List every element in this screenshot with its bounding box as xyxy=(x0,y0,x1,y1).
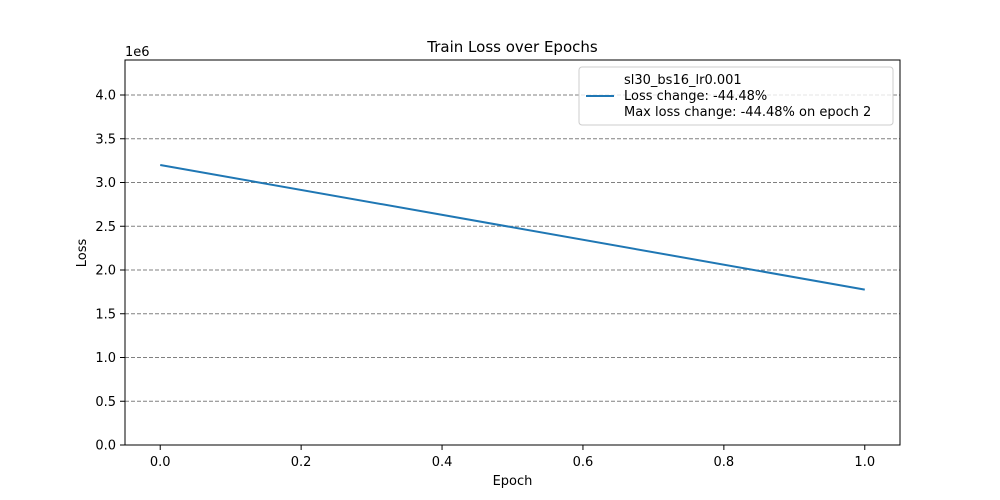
y-tick-label: 3.5 xyxy=(95,132,116,147)
y-tick-label: 0.0 xyxy=(95,439,116,454)
y-axis-ticks: 0.0 0.5 1.0 1.5 2.0 2.5 3.0 3.5 4.0 xyxy=(95,89,125,454)
y-axis-label: Loss xyxy=(75,239,90,268)
y-tick-label: 1.5 xyxy=(95,307,116,322)
y-tick-label: 1.0 xyxy=(95,351,116,366)
x-axis-ticks: 0.0 0.2 0.4 0.6 0.8 1.0 xyxy=(150,445,875,470)
x-tick-label: 0.6 xyxy=(573,455,594,470)
legend-line-loss-change: Loss change: -44.48% xyxy=(624,89,767,104)
x-tick-label: 0.8 xyxy=(714,455,735,470)
legend: sl30_bs16_lr0.001 Loss change: -44.48% M… xyxy=(578,66,894,126)
legend-line-max-loss-change: Max loss change: -44.48% on epoch 2 xyxy=(624,105,871,120)
x-axis-label: Epoch xyxy=(493,474,533,489)
series-layer xyxy=(160,164,865,291)
y-tick-label: 2.0 xyxy=(95,264,116,279)
y-tick-label: 0.5 xyxy=(95,395,116,410)
x-tick-label: 0.0 xyxy=(150,455,171,470)
chart-title: Train Loss over Epochs xyxy=(426,38,598,56)
legend-line-series-name: sl30_bs16_lr0.001 xyxy=(624,73,742,88)
legend-box xyxy=(578,66,894,126)
y-tick-label: 4.0 xyxy=(95,89,116,104)
y-scale-label: 1e6 xyxy=(125,45,150,60)
x-tick-label: 0.2 xyxy=(291,455,312,470)
series-line xyxy=(160,164,865,291)
x-tick-label: 0.4 xyxy=(432,455,453,470)
y-tick-label: 2.5 xyxy=(95,220,116,235)
y-tick-label: 3.0 xyxy=(95,176,116,191)
x-tick-label: 1.0 xyxy=(854,455,875,470)
plot-frame xyxy=(124,59,901,446)
